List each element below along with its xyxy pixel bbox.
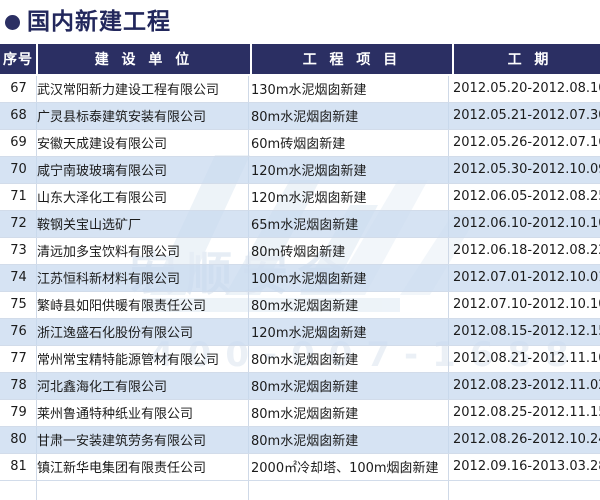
column-header-period[interactable]: 工 期 [453,44,600,76]
table-row[interactable]: 76 浙江逸盛石化股份有限公司 120m水泥烟囱新建 2012.08.15-2012.… [0,318,600,346]
cell-period: 2012.05.20-2012.08.10 [453,75,600,103]
page-title: 国内新建工程 [0,0,600,44]
cell-project: 120m水泥烟囱新建 [251,318,453,346]
cell-no: 77 [0,345,37,373]
cell-no: 73 [0,237,37,265]
cell-project: 120m水泥烟囱新建 [251,183,453,211]
cell-period: 2012.06.05-2012.08.25 [453,183,600,211]
cell-unit: 武汉常阳新力建设工程有限公司 [37,75,251,103]
cell-unit: 广灵县标泰建筑安装有限公司 [37,102,251,130]
cell-period: 2012.09.16-2013.03.28 [453,453,600,481]
cell-no: 76 [0,318,37,346]
cell-unit: 常州常宝精特能源管材有限公司 [37,345,251,373]
cell-period: 2012.08.21-2012.11.10 [453,345,600,373]
table-row[interactable]: 80 甘肃一安装建筑劳务有限公司 80m水泥烟囱新建 2012.08.26-2012.… [0,426,600,454]
cell-no: 78 [0,372,37,400]
cell-no: 81 [0,453,37,481]
table-header-row: 序号 建 设 单 位 工 程 项 目 工 期 [0,44,600,76]
cell-no: 69 [0,129,37,157]
column-header-no[interactable]: 序号 [0,44,38,76]
cell-project: 100m水泥烟囱新建 [251,264,453,292]
cell-period: 2012.05.26-2012.07.16 [453,129,600,157]
cell-project: 80m水泥烟囱新建 [251,291,453,319]
cell-no: 72 [0,210,37,238]
cell-unit: 山东大泽化工有限公司 [37,183,251,211]
projects-table: 序号 建 设 单 位 工 程 项 目 工 期 67 武汉常阳新力建设工程有限公司 1… [0,44,600,481]
table-body: 67 武汉常阳新力建设工程有限公司 130m水泥烟囱新建 2012.05.20-201… [0,75,600,481]
table-row[interactable]: 75 繁峙县如阳供暖有限责任公司 80m水泥烟囱新建 2012.07.10-2012.… [0,291,600,319]
cell-no: 67 [0,75,37,103]
table-row[interactable]: 68 广灵县标泰建筑安装有限公司 80m水泥烟囱新建 2012.05.21-2012.… [0,102,600,130]
cell-unit: 浙江逸盛石化股份有限公司 [37,318,251,346]
cell-project: 65m水泥烟囱新建 [251,210,453,238]
cell-period: 2012.06.10-2012.10.10 [453,210,600,238]
cell-unit: 咸宁南玻玻璃有限公司 [37,156,251,184]
table-row[interactable]: 81 镇江新华电集团有限责任公司 2000㎡冷却塔、100m烟囱新建 2012.09.… [0,453,600,481]
cell-project: 120m水泥烟囱新建 [251,156,453,184]
table-row[interactable]: 73 清远加多宝饮料有限公司 80m砖烟囱新建 2012.06.18-2012.08.… [0,237,600,265]
cell-no: 71 [0,183,37,211]
table-row[interactable]: 69 安徽天成建设有限公司 60m砖烟囱新建 2012.05.26-2012.07.1… [0,129,600,157]
table-row[interactable]: 79 莱州鲁通特种纸业有限公司 80m水泥烟囱新建 2012.08.25-2012.1… [0,399,600,427]
cell-project: 80m水泥烟囱新建 [251,372,453,400]
cell-unit: 河北鑫海化工有限公司 [37,372,251,400]
page-title-text: 国内新建工程 [27,8,171,35]
cell-period: 2012.07.10-2012.10.10 [453,291,600,319]
cell-unit: 清远加多宝饮料有限公司 [37,237,251,265]
cell-no: 74 [0,264,37,292]
cell-project: 60m砖烟囱新建 [251,129,453,157]
cell-unit: 繁峙县如阳供暖有限责任公司 [37,291,251,319]
cell-project: 80m水泥烟囱新建 [251,102,453,130]
cell-no: 70 [0,156,37,184]
table-row[interactable]: 71 山东大泽化工有限公司 120m水泥烟囱新建 2012.06.05-2012.08… [0,183,600,211]
cell-project: 2000㎡冷却塔、100m烟囱新建 [251,453,453,481]
cell-no: 79 [0,399,37,427]
cell-period: 2012.08.15-2012.12.15 [453,318,600,346]
cell-period: 2012.06.18-2012.08.22 [453,237,600,265]
cell-period: 2012.05.21-2012.07.30 [453,102,600,130]
table-row[interactable]: 67 武汉常阳新力建设工程有限公司 130m水泥烟囱新建 2012.05.20-201… [0,75,600,103]
table-header: 序号 建 设 单 位 工 程 项 目 工 期 [0,44,600,76]
projects-table-wrapper: 序号 建 设 单 位 工 程 项 目 工 期 67 武汉常阳新力建设工程有限公司 1… [0,44,600,481]
cell-period: 2012.08.25-2012.11.15 [453,399,600,427]
cell-unit: 镇江新华电集团有限责任公司 [37,453,251,481]
cell-project: 80m水泥烟囱新建 [251,345,453,373]
cell-no: 75 [0,291,37,319]
cell-period: 2012.07.01-2012.10.01 [453,264,600,292]
cell-period: 2012.08.26-2012.10.24 [453,426,600,454]
cell-unit: 江苏恒科新材料有限公司 [37,264,251,292]
column-header-project[interactable]: 工 程 项 目 [251,44,454,76]
cell-no: 80 [0,426,37,454]
cell-unit: 鞍钢关宝山选矿厂 [37,210,251,238]
table-row[interactable]: 72 鞍钢关宝山选矿厂 65m水泥烟囱新建 2012.06.10-2012.10.10 [0,210,600,238]
table-row[interactable]: 77 常州常宝精特能源管材有限公司 80m水泥烟囱新建 2012.08.21-2012… [0,345,600,373]
column-header-unit[interactable]: 建 设 单 位 [37,44,252,76]
cell-no: 68 [0,102,37,130]
table-row[interactable]: 74 江苏恒科新材料有限公司 100m水泥烟囱新建 2012.07.01-2012.1… [0,264,600,292]
cell-project: 80m水泥烟囱新建 [251,426,453,454]
cell-unit: 莱州鲁通特种纸业有限公司 [37,399,251,427]
table-row[interactable]: 70 咸宁南玻玻璃有限公司 120m水泥烟囱新建 2012.05.30-2012.10… [0,156,600,184]
cell-project: 80m水泥烟囱新建 [251,399,453,427]
bullet-circle-icon [5,14,20,30]
cell-period: 2012.05.30-2012.10.09 [453,156,600,184]
cell-project: 80m砖烟囱新建 [251,237,453,265]
table-row[interactable]: 78 河北鑫海化工有限公司 80m水泥烟囱新建 2012.08.23-2012.11.… [0,372,600,400]
cell-period: 2012.08.23-2012.11.02 [453,372,600,400]
cell-project: 130m水泥烟囱新建 [251,75,453,103]
cell-unit: 安徽天成建设有限公司 [37,129,251,157]
cell-unit: 甘肃一安装建筑劳务有限公司 [37,426,251,454]
